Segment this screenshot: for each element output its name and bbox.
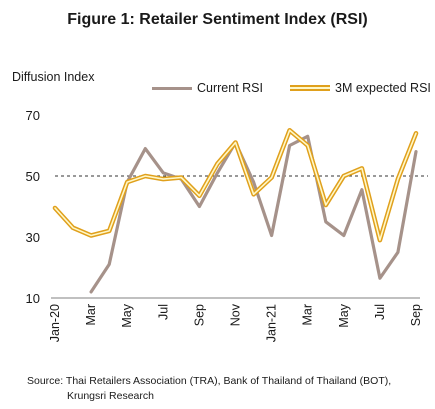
- x-tick-label: May: [337, 303, 351, 327]
- series-line-current-rsi: [89, 134, 418, 294]
- series-line-expected-rsi: [52, 128, 419, 243]
- chart-title: Figure 1: Retailer Sentiment Index (RSI): [67, 11, 368, 28]
- source-line-2: Krungsri Research: [67, 390, 154, 402]
- y-tick-label: 30: [26, 230, 40, 245]
- legend-swatch-current-rsi: [152, 86, 192, 90]
- legend-item-expected-rsi: 3M expected RSI: [290, 81, 431, 95]
- x-tick-label: Mar: [84, 304, 98, 326]
- legend-label-expected-rsi: 3M expected RSI: [335, 81, 431, 95]
- legend-label-current-rsi: Current RSI: [197, 81, 263, 95]
- legend-item-current-rsi: Current RSI: [152, 81, 263, 95]
- x-tick-label: May: [120, 303, 134, 327]
- y-axis-label: Diffusion Index: [12, 70, 95, 84]
- y-tick-label: 10: [26, 291, 40, 306]
- x-tick-label: Jan-21: [265, 304, 279, 342]
- x-tick-label: Jul: [373, 304, 387, 320]
- x-tick-label: Jul: [156, 304, 170, 320]
- x-tick-label: Nov: [229, 303, 243, 326]
- source-note: Source: Thai Retailers Association (TRA)…: [27, 374, 427, 404]
- x-tick-label: Jan-20: [48, 304, 62, 342]
- x-tick-label: Sep: [409, 304, 423, 326]
- source-line-1: Source: Thai Retailers Association (TRA)…: [27, 375, 392, 387]
- x-tick-label: Mar: [301, 304, 315, 326]
- y-tick-label: 70: [26, 108, 40, 123]
- y-tick-label: 50: [26, 169, 40, 184]
- legend-swatch-expected-rsi: [290, 85, 330, 91]
- x-tick-label: Sep: [192, 304, 206, 326]
- series-line-expected-rsi-inner: [54, 129, 417, 241]
